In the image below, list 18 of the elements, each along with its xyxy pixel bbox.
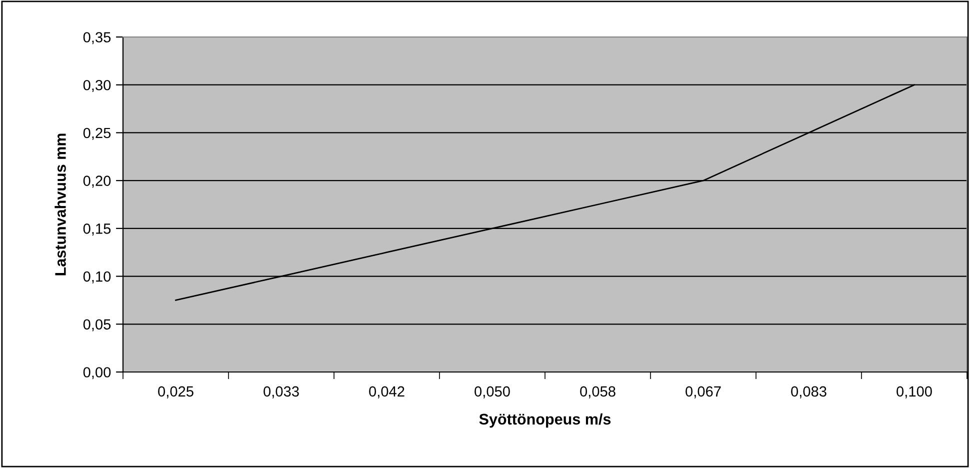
y-tick-label: 0,20 (83, 176, 111, 188)
x-tick-label: 0,058 (580, 386, 616, 398)
y-tick-label: 0,30 (83, 80, 111, 92)
x-tick-label: 0,067 (686, 386, 721, 398)
y-tick-label: 0,05 (83, 319, 111, 332)
y-tick-label: 0,10 (83, 271, 111, 284)
y-tick-label: 0,35 (83, 32, 111, 44)
y-tick-label: 0,15 (83, 224, 111, 236)
x-axis-title: Syöttönopeus m/s (479, 413, 611, 428)
x-tick-label: 0,083 (791, 386, 826, 398)
x-tick-label: 0,042 (369, 386, 404, 398)
x-tick-label: 0,033 (264, 386, 299, 398)
x-tick-label: 0,050 (474, 386, 510, 398)
y-tick-label: 0,00 (83, 367, 111, 380)
x-tick-label: 0,100 (896, 386, 932, 398)
y-axis-title: Lastunvahvuus mm (54, 134, 66, 276)
x-tick-label: 0,025 (158, 386, 194, 398)
y-tick-label: 0,25 (83, 128, 111, 140)
